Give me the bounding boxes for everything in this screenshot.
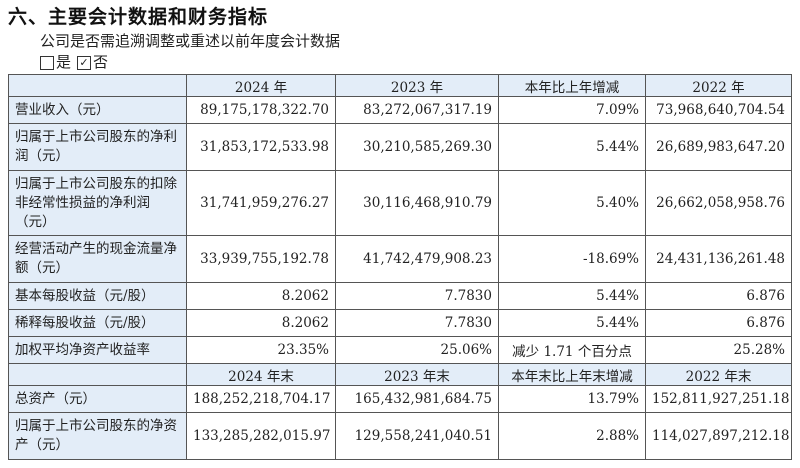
table-cell: 8.2062 xyxy=(186,282,336,310)
header-row: 2024 年 2023 年本年比上年增减 2022 年 xyxy=(8,74,792,97)
table-cell: 25.06% xyxy=(335,336,499,364)
table-row: 总资产（元） 188,252,218,704.17 165,432,981,684.… xyxy=(8,385,792,413)
row-label: 总资产（元） xyxy=(8,385,187,413)
table-cell: 30,210,585,269.30 xyxy=(335,123,499,171)
table-cell: 7.09% xyxy=(498,96,646,124)
column-header xyxy=(8,74,187,97)
table-cell: 26,662,058,958.76 xyxy=(645,170,792,236)
option-yes-label: 是 xyxy=(56,53,72,71)
row-label: 基本每股收益（元/股） xyxy=(8,282,187,310)
table-cell: 减少 1.71 个百分点 xyxy=(498,336,646,364)
row-label: 归属于上市公司股东的扣除非经常性损益的净利润（元） xyxy=(8,170,187,236)
option-no-label: 否 xyxy=(93,53,109,71)
table-cell: 5.40% xyxy=(498,170,646,236)
checkbox-yes[interactable] xyxy=(40,55,54,70)
table-cell: 114,027,897,212.18 xyxy=(645,412,792,460)
table-cell: 89,175,178,322.70 xyxy=(186,96,336,124)
financial-indicators-table: 2024 年 2023 年本年比上年增减 2022 年营业收入（元） 89,175,1… xyxy=(8,74,792,460)
table-cell: 6.876 xyxy=(645,282,792,310)
section-title: 六、主要会计数据和财务指标 xyxy=(8,6,269,28)
table-cell: 5.44% xyxy=(498,309,646,337)
row-label: 经营活动产生的现金流量净额（元） xyxy=(8,235,187,283)
option-yes[interactable]: 是 xyxy=(40,51,71,72)
table-cell: 8.2062 xyxy=(186,309,336,337)
column-header: 2022 年 xyxy=(645,74,792,97)
table-cell: 7.7830 xyxy=(335,309,499,337)
table-row: 营业收入（元） 89,175,178,322.70 83,272,067,317.1… xyxy=(8,96,792,124)
table-cell: 5.44% xyxy=(498,123,646,171)
table-cell: 7.7830 xyxy=(335,282,499,310)
column-header: 2023 年 xyxy=(335,74,499,97)
restatement-question: 公司是否需追溯调整或重述以前年度会计数据 xyxy=(40,32,341,50)
table-cell: 13.79% xyxy=(498,385,646,413)
row-label: 稀释每股收益（元/股） xyxy=(8,309,187,337)
table-cell: 24,431,136,261.48 xyxy=(645,235,792,283)
checkbox-no[interactable]: ✓ xyxy=(77,55,92,70)
table-cell: 31,741,959,276.27 xyxy=(186,170,336,236)
table-row: 经营活动产生的现金流量净额（元） 33,939,755,192.78 41,742,… xyxy=(8,235,792,283)
table-cell: 5.44% xyxy=(498,282,646,310)
row-label: 归属于上市公司股东的净资产（元） xyxy=(8,412,187,460)
table-cell: 25.28% xyxy=(645,336,792,364)
table-cell: 30,116,468,910.79 xyxy=(335,170,499,236)
column-header: 2024 年 xyxy=(186,74,336,97)
table-row: 加权平均净资产收益率 23.35% 25.06% 减少 1.71 个百分点 25.28% xyxy=(8,336,792,364)
restatement-options: 是 ✓ 否 xyxy=(40,51,114,72)
table-cell: 188,252,218,704.17 xyxy=(186,385,336,413)
table-cell: 23.35% xyxy=(186,336,336,364)
table-cell: 83,272,067,317.19 xyxy=(335,96,499,124)
column-header xyxy=(8,363,187,386)
column-header: 2023 年末 xyxy=(335,363,499,386)
table-row: 归属于上市公司股东的净资产（元） 133,285,282,015.97 129,55… xyxy=(8,412,792,460)
table-cell: 26,689,983,647.20 xyxy=(645,123,792,171)
table-cell: 31,853,172,533.98 xyxy=(186,123,336,171)
table-cell: 129,558,241,040.51 xyxy=(335,412,499,460)
header-row: 2024 年末 2023 年末 本年末比上年末增减 2022 年末 xyxy=(8,363,792,386)
table-cell: 2.88% xyxy=(498,412,646,460)
table-cell: -18.69% xyxy=(498,235,646,283)
column-header: 本年比上年增减 xyxy=(498,74,646,97)
table-row: 归属于上市公司股东的扣除非经常性损益的净利润（元） 31,741,959,276.… xyxy=(8,170,792,236)
row-label: 归属于上市公司股东的净利润（元） xyxy=(8,123,187,171)
table-cell: 133,285,282,015.97 xyxy=(186,412,336,460)
column-header: 2024 年末 xyxy=(186,363,336,386)
row-label: 加权平均净资产收益率 xyxy=(8,336,187,364)
table-cell: 152,811,927,251.18 xyxy=(645,385,792,413)
column-header: 本年末比上年末增减 xyxy=(498,363,646,386)
column-header: 2022 年末 xyxy=(645,363,792,386)
row-label: 营业收入（元） xyxy=(8,96,187,124)
table-cell: 41,742,479,908.23 xyxy=(335,235,499,283)
table-cell: 6.876 xyxy=(645,309,792,337)
table-cell: 33,939,755,192.78 xyxy=(186,235,336,283)
table-cell: 165,432,981,684.75 xyxy=(335,385,499,413)
table-cell: 73,968,640,704.54 xyxy=(645,96,792,124)
table-row: 稀释每股收益（元/股） 8.2062 7.7830 5.44% 6.876 xyxy=(8,309,792,337)
table-row: 归属于上市公司股东的净利润（元） 31,853,172,533.98 30,210,… xyxy=(8,123,792,171)
table-row: 基本每股收益（元/股） 8.2062 7.7830 5.44% 6.876 xyxy=(8,282,792,310)
option-no[interactable]: ✓ 否 xyxy=(77,51,108,72)
